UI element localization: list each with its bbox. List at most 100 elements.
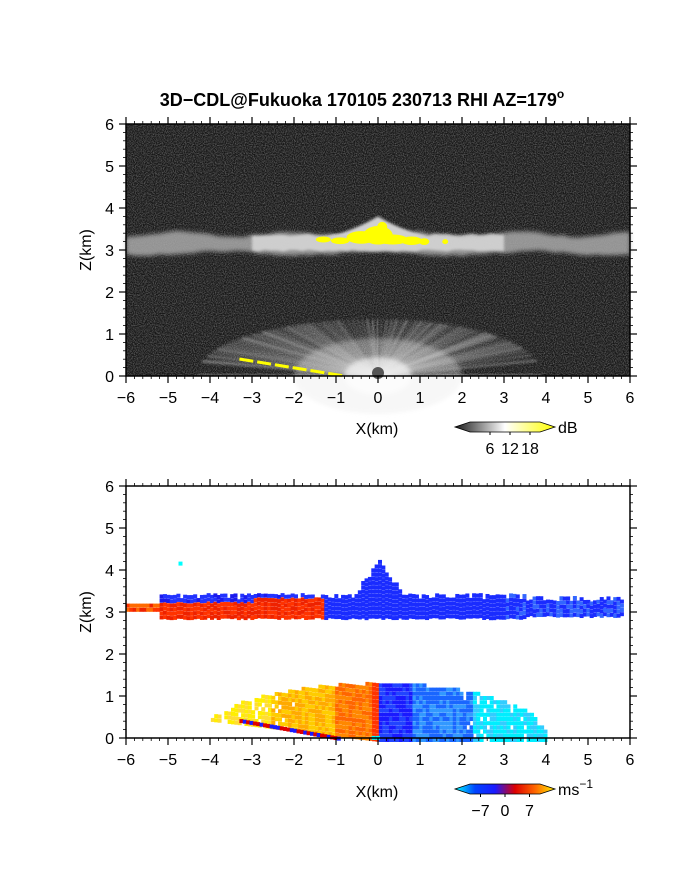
velocity-cell [294, 702, 299, 707]
velocity-cell [485, 610, 490, 615]
velocity-cell [273, 606, 278, 611]
velocity-cell [358, 702, 363, 707]
velocity-cell [253, 602, 258, 607]
velocity-cell [472, 691, 477, 696]
velocity-cell [530, 733, 535, 738]
velocity-cell [374, 610, 379, 615]
velocity-cell [325, 689, 330, 694]
velocity-cell [421, 594, 426, 599]
velocity-cell [280, 597, 285, 602]
velocity-cell [405, 696, 410, 700]
velocity-cell [321, 710, 326, 715]
velocity-cell [307, 594, 312, 599]
velocity-cell [609, 612, 614, 617]
velocity-cell [378, 601, 382, 606]
velocity-cell [422, 712, 427, 717]
velocity-cell [513, 712, 518, 717]
velocity-cell [525, 604, 530, 609]
velocity-cell [378, 564, 382, 569]
velocity-cell [446, 708, 451, 713]
velocity-cell [317, 601, 322, 606]
velocity-cell [307, 607, 312, 612]
velocity-cell [364, 616, 369, 621]
velocity-cell [257, 605, 262, 610]
velocity-cell [213, 593, 218, 598]
velocity-cell [368, 732, 373, 737]
velocity-cell [449, 696, 454, 700]
velocity-cell [297, 610, 302, 615]
velocity-cell [301, 699, 306, 704]
velocity-x-axis-label: X(km) [356, 784, 399, 801]
velocity-cell [278, 696, 283, 701]
velocity-cell [542, 608, 547, 613]
velocity-cell [513, 704, 518, 709]
velocity-cell [271, 720, 276, 725]
velocity-cell [288, 714, 293, 719]
velocity-cell [459, 696, 464, 700]
velocity-cell [442, 725, 447, 730]
velocity-cell [409, 687, 414, 692]
velocity-cell [515, 607, 520, 612]
velocity-cell [270, 593, 275, 598]
velocity-cell [495, 598, 500, 603]
velocity-cell [402, 712, 407, 717]
velocity-cell [263, 597, 268, 602]
velocity-cell [382, 704, 387, 709]
reflectivity-x-tick-label: −6 [117, 390, 135, 407]
velocity-cell [240, 593, 245, 598]
velocity-cell [381, 611, 386, 616]
velocity-cell [442, 691, 447, 696]
velocity-cell [310, 611, 315, 616]
velocity-cell [446, 700, 451, 705]
reflectivity-x-tick-label: −5 [159, 390, 177, 407]
velocity-cell [344, 603, 349, 608]
velocity-cell [388, 589, 393, 594]
velocity-cell [159, 615, 164, 620]
velocity-cell [486, 704, 491, 709]
velocity-cell [459, 708, 464, 713]
velocity-cell [306, 731, 311, 736]
velocity-cell [382, 721, 387, 726]
velocity-cell [344, 611, 349, 616]
velocity-cell [391, 590, 396, 595]
velocity-cell [435, 708, 440, 713]
velocity-cell [456, 733, 461, 738]
velocity-cell [244, 700, 249, 705]
velocity-cell [260, 593, 265, 598]
velocity-cell [419, 733, 424, 738]
velocity-cell [345, 725, 350, 730]
velocity-cell [196, 614, 201, 619]
reflectivity-y-tick-label: 6 [105, 117, 114, 134]
velocity-cell [458, 598, 463, 603]
velocity-cell [146, 607, 151, 612]
velocity-x-tick-label: 6 [626, 752, 635, 769]
velocity-cell [314, 601, 319, 606]
velocity-cell [418, 598, 423, 603]
velocity-cell [183, 607, 188, 612]
velocity-cell [365, 707, 370, 712]
velocity-cell [404, 607, 409, 612]
velocity-cell [378, 568, 382, 573]
velocity-cell [230, 615, 235, 620]
velocity-cell [489, 696, 494, 700]
velocity-cell [542, 600, 547, 605]
velocity-cell [479, 700, 484, 705]
velocity-cell [456, 704, 461, 709]
velocity-cell [378, 589, 382, 594]
velocity-cell [472, 721, 477, 726]
velocity-cell [351, 601, 356, 606]
velocity-cell [495, 606, 500, 611]
velocity-cell [401, 611, 406, 616]
velocity-cell [589, 609, 594, 614]
velocity-cell [439, 687, 444, 692]
velocity-cell [315, 709, 319, 714]
velocity-cell [586, 599, 591, 604]
velocity-cell [384, 589, 389, 594]
velocity-cell [267, 699, 272, 704]
velocity-cell [425, 603, 430, 608]
velocity-cell [513, 733, 518, 738]
velocity-cell [308, 704, 313, 709]
velocity-cell [429, 733, 434, 738]
velocity-cell [263, 601, 268, 606]
